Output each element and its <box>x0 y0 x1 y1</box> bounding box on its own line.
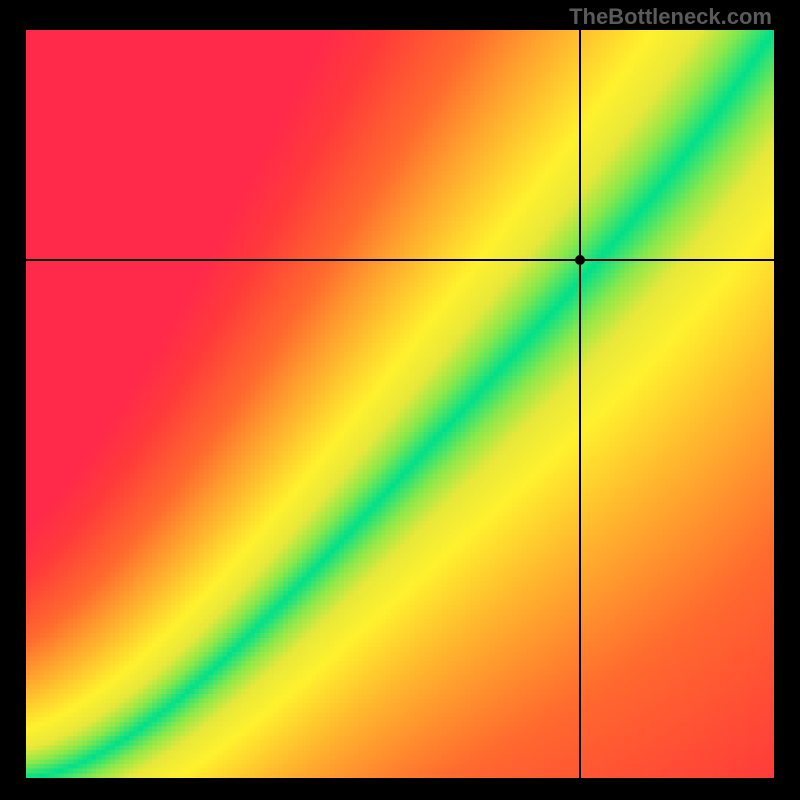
crosshair-horizontal <box>26 259 774 261</box>
attribution-label: TheBottleneck.com <box>569 4 772 30</box>
heatmap-canvas <box>26 30 774 778</box>
heatmap-panel <box>26 30 774 778</box>
crosshair-point <box>575 255 585 265</box>
crosshair-vertical <box>579 30 581 778</box>
